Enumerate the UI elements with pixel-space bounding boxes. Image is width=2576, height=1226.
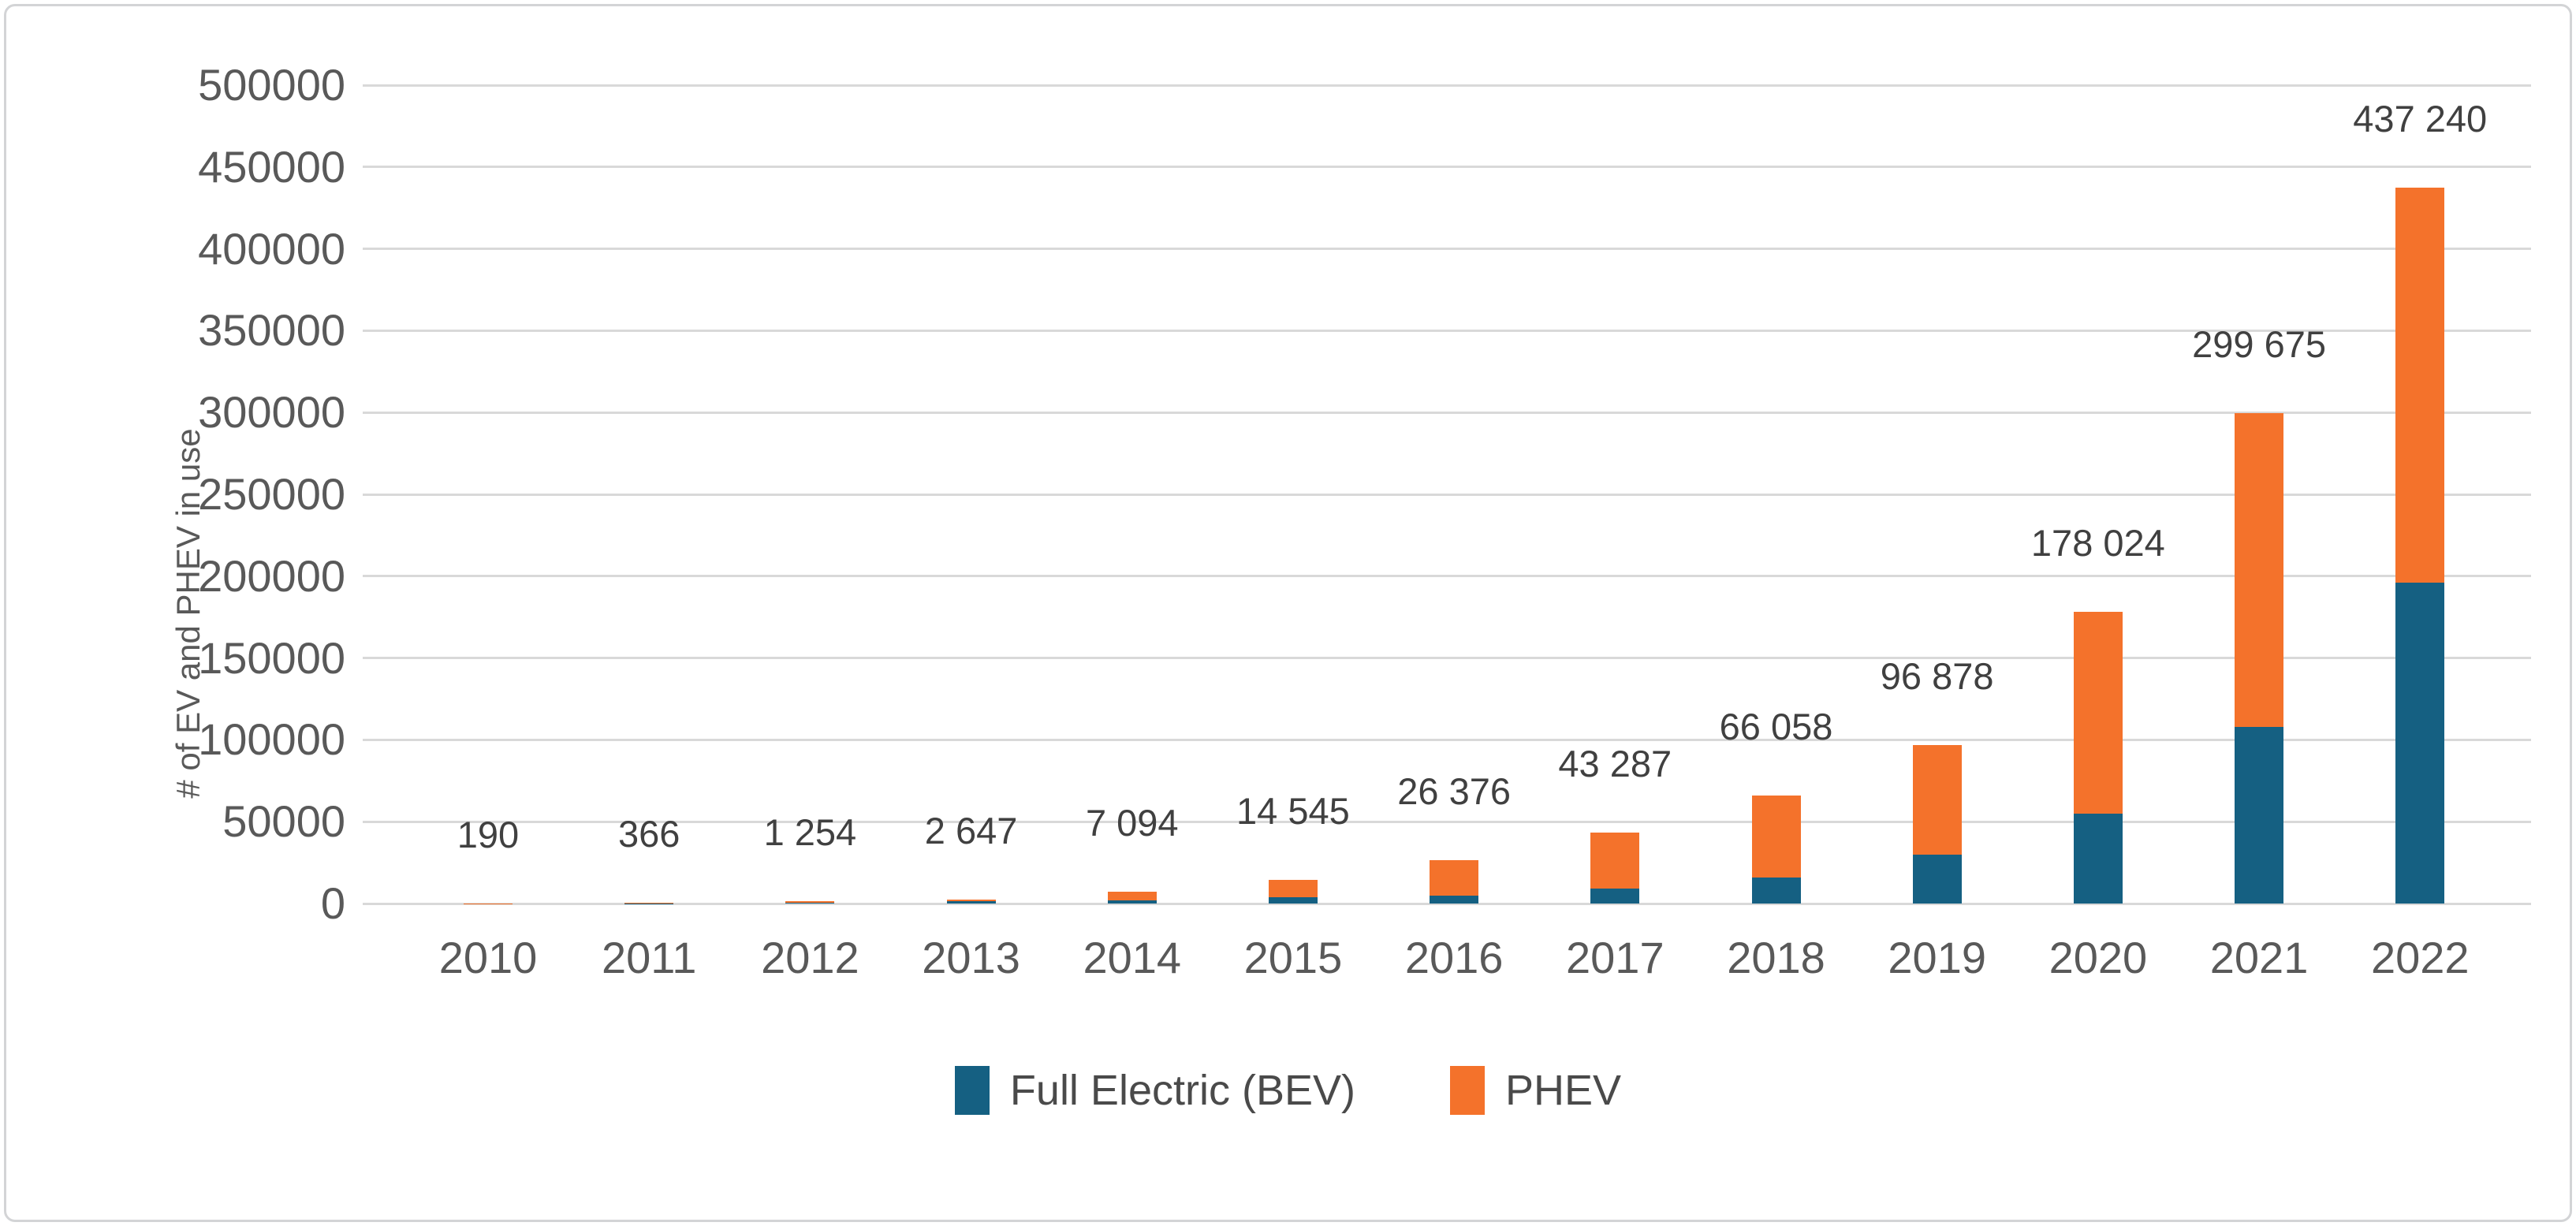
gridline [363, 493, 2531, 496]
data-label-total-2018: 66 058 [1719, 705, 1833, 747]
x-tick-label-2017: 2017 [1566, 933, 1665, 982]
x-tick-label-2016: 2016 [1404, 933, 1504, 982]
bar-segment-bev [1107, 900, 1157, 904]
gridline [363, 329, 2531, 332]
y-tick-label: 450000 [198, 141, 345, 192]
stacked-bar-2019 [1912, 744, 1962, 904]
stacked-bar-2013 [946, 899, 996, 904]
stacked-bar-2022 [2395, 188, 2445, 904]
x-tick-label-2010: 2010 [438, 933, 538, 982]
bar-segment-bev [1912, 854, 1962, 904]
stacked-bar-2017 [1590, 833, 1640, 904]
bar-segment-bev [1268, 896, 1318, 904]
x-tick-label-2013: 2013 [922, 933, 1020, 982]
stacked-bar-2011 [624, 903, 674, 904]
x-tick-label-2018: 2018 [1727, 933, 1825, 982]
chart-legend: Full Electric (BEV) PHEV [0, 1066, 2576, 1115]
bar-segment-phev [1107, 892, 1157, 901]
bar-segment-phev [2235, 412, 2284, 727]
y-tick-label: 150000 [198, 632, 345, 683]
bar-segment-phev [2395, 188, 2445, 583]
gridline [363, 411, 2531, 414]
y-tick-label: 250000 [198, 469, 345, 519]
bar-segment-phev [2073, 612, 2123, 814]
x-tick-label-2022: 2022 [2370, 933, 2470, 982]
gridline [363, 902, 2531, 905]
legend-label-phev: PHEV [1505, 1067, 1622, 1114]
bar-segment-bev [2235, 726, 2284, 904]
stacked-bar-2021 [2235, 412, 2284, 904]
x-tick-label-2014: 2014 [1083, 933, 1182, 982]
legend-label-bev: Full Electric (BEV) [1009, 1067, 1355, 1114]
x-tick-label-2015: 2015 [1243, 933, 1343, 982]
stacked-bar-2018 [1751, 795, 1801, 904]
y-tick-label: 500000 [198, 60, 345, 110]
y-tick-label: 300000 [198, 387, 345, 438]
y-tick-label: 200000 [198, 550, 345, 601]
data-label-total-2021: 299 675 [2192, 322, 2327, 365]
data-label-total-2017: 43 287 [1558, 743, 1672, 785]
gridline [363, 820, 2531, 823]
data-label-total-2019: 96 878 [1880, 654, 1994, 697]
bar-segment-phev [946, 899, 996, 902]
bar-segment-bev [1751, 877, 1801, 904]
data-label-total-2022: 437 240 [2353, 98, 2488, 140]
x-tick-label-2021: 2021 [2209, 933, 2309, 982]
data-label-total-2010: 190 [457, 813, 520, 855]
bar-segment-phev [785, 901, 835, 903]
bar-segment-bev [1430, 895, 1479, 904]
stacked-bar-2015 [1268, 879, 1318, 904]
y-axis-title: # of EV and PHEV in use [170, 427, 207, 799]
x-tick-label-2011: 2011 [601, 933, 697, 982]
legend-item-bev: Full Electric (BEV) [954, 1066, 1355, 1115]
bar-segment-bev [785, 902, 835, 904]
data-label-total-2013: 2 647 [924, 809, 1018, 851]
bar-segment-bev [946, 901, 996, 904]
stacked-bar-2020 [2073, 612, 2123, 904]
gridline [363, 657, 2531, 660]
bar-segment-phev [1430, 860, 1479, 896]
bar-segment-bev [1590, 889, 1640, 904]
stacked-bar-2012 [785, 901, 835, 904]
y-tick-label: 100000 [198, 714, 345, 765]
bar-segment-bev [2395, 583, 2445, 904]
bar-segment-phev [1590, 833, 1640, 889]
x-tick-label-2012: 2012 [761, 933, 859, 982]
gridline [363, 166, 2531, 169]
data-label-total-2016: 26 376 [1397, 770, 1511, 813]
gridline [363, 248, 2531, 251]
y-tick-label: 50000 [222, 796, 345, 847]
bev-legend-swatch-icon [954, 1066, 990, 1115]
gridline [363, 738, 2531, 741]
phev-legend-swatch-icon [1450, 1066, 1485, 1115]
y-tick-label: 0 [320, 878, 345, 928]
x-tick-label-2020: 2020 [2048, 933, 2148, 982]
chart-frame [4, 4, 2572, 1222]
data-label-total-2012: 1 254 [763, 811, 857, 854]
data-label-total-2011: 366 [617, 813, 680, 855]
stacked-bar-2014 [1107, 892, 1157, 904]
bar-segment-phev [1912, 744, 1962, 855]
bar-segment-phev [1268, 879, 1318, 897]
x-tick-label-2019: 2019 [1888, 933, 1986, 982]
y-tick-label: 350000 [198, 305, 345, 356]
gridline [363, 575, 2531, 578]
data-label-total-2014: 7 094 [1085, 802, 1179, 844]
data-label-total-2015: 14 545 [1236, 789, 1350, 832]
bar-segment-bev [2073, 813, 2123, 904]
gridline [363, 84, 2531, 87]
stacked-bar-2016 [1430, 860, 1479, 904]
y-tick-label: 400000 [198, 223, 345, 274]
bar-segment-phev [1751, 795, 1801, 878]
data-label-total-2020: 178 024 [2030, 522, 2165, 565]
plot-area: 0 50000 100000 150000 200000 250000 300000 3500… [198, 63, 2531, 926]
legend-item-phev: PHEV [1450, 1066, 1621, 1115]
